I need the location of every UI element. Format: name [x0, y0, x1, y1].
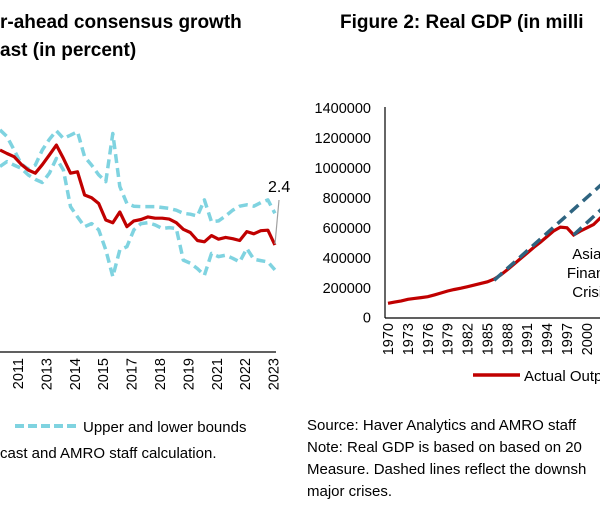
series-actual-output-line	[387, 216, 600, 305]
x-tick-label: 1976	[421, 323, 437, 355]
x-tick-label: 2021	[210, 358, 226, 390]
x-tick-label: 1970	[381, 323, 397, 355]
y-tick-label: 400000	[323, 251, 371, 267]
annotation-financial: Financi	[567, 265, 600, 282]
annotation-crisis: Crisis	[572, 284, 600, 301]
x-tick-label: 1979	[441, 323, 457, 355]
x-tick-label: 2018	[153, 358, 169, 390]
x-tick-label: 1997	[560, 323, 576, 355]
y-tick-label: 0	[363, 311, 371, 327]
annotation-asian: Asian	[572, 246, 600, 263]
data-label-leader	[274, 199, 280, 245]
y-tick-label: 1200000	[315, 131, 371, 147]
trend-line-dashed	[492, 183, 600, 282]
x-tick-label: 2023	[267, 358, 283, 390]
right-note-line-3: Measure. Dashed lines reflect the downsh	[307, 461, 586, 478]
consensus-chart: 2011 2013 2014 2015 2017 2018 2019 2021 2022 2023…	[0, 128, 290, 390]
x-tick-label: 2019	[181, 358, 197, 390]
real-gdp-chart: 0 200000 400000 600000 800000 1000000 1200000 1…	[315, 101, 600, 355]
x-tick-label: 2013	[39, 358, 55, 390]
right-note-line-4: major crises.	[307, 483, 392, 500]
x-tick-label: 1973	[401, 323, 417, 355]
series-consensus-line	[0, 143, 277, 246]
x-tick-label: 1988	[500, 323, 516, 355]
y-tick-label: 800000	[323, 191, 371, 207]
right-note-line-2: Note: Real GDP is based on based on 20	[307, 439, 582, 456]
series-lower-line	[0, 156, 277, 279]
legend-bounds-label: Upper and lower bounds	[83, 419, 246, 436]
left-title-line-1: r-ahead consensus growth	[0, 12, 242, 33]
left-source-note: cast and AMRO staff calculation.	[0, 445, 217, 462]
x-tick-label: 2011	[11, 358, 27, 389]
series-upper-line	[0, 128, 277, 224]
legend-actual-label: Actual Outp	[524, 368, 600, 385]
x-tick-label: 2022	[238, 358, 254, 390]
x-tick-label: 2015	[96, 358, 112, 390]
data-label-last: 2.4	[268, 179, 290, 196]
x-tick-label: 1982	[461, 323, 477, 355]
x-tick-label: 2017	[125, 358, 141, 390]
y-tick-label: 600000	[323, 221, 371, 237]
y-tick-label: 1000000	[315, 161, 371, 177]
x-tick-label: 1991	[520, 323, 536, 355]
right-note-line-1: Source: Haver Analytics and AMRO staff	[307, 417, 577, 434]
x-tick-label: 1985	[480, 323, 496, 355]
x-tick-label: 2000	[580, 323, 596, 355]
x-tick-label: 2014	[68, 358, 84, 390]
x-tick-label: 1994	[540, 323, 556, 355]
right-title: Figure 2: Real GDP (in milli	[340, 12, 584, 33]
y-tick-label: 1400000	[315, 101, 371, 117]
left-title-line-2: ast (in percent)	[0, 40, 136, 61]
y-tick-label: 200000	[323, 281, 371, 297]
